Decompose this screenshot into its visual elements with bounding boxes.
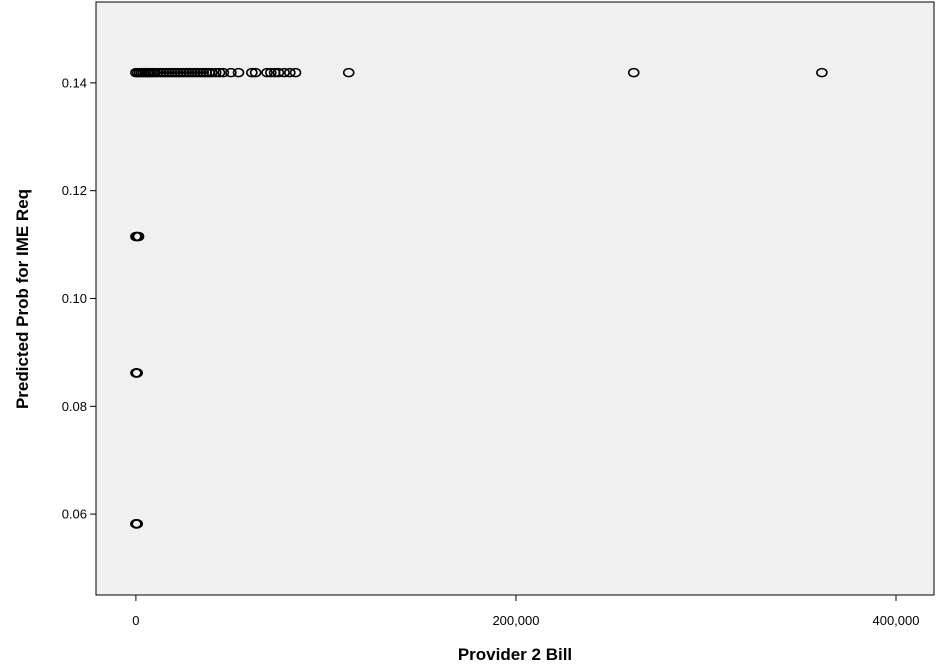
y-axis-ticks: 0.06 0.08 0.10 0.12 0.14 (62, 75, 96, 522)
data-point (265, 67, 277, 78)
plot-area (95, 1, 935, 596)
y-tick-label: 0.08 (62, 399, 87, 414)
data-point (232, 67, 245, 78)
data-point (213, 67, 226, 78)
x-axis-ticks: 0 200,000 400,000 (132, 595, 919, 628)
data-point (132, 231, 145, 242)
x-axis-title: Provider 2 Bill (458, 645, 572, 664)
data-point (816, 67, 828, 78)
data-point (131, 368, 144, 378)
y-tick-label: 0.10 (62, 291, 87, 306)
data-point (209, 67, 222, 78)
data-point (284, 67, 296, 78)
data-point (206, 67, 218, 78)
y-tick-label: 0.06 (62, 507, 87, 522)
data-point (131, 519, 144, 529)
points-layer (130, 67, 828, 529)
data-point (217, 67, 230, 78)
data-point (289, 67, 302, 78)
data-point (272, 67, 285, 78)
y-tick-label: 0.12 (62, 183, 87, 198)
x-tick-label: 400,000 (872, 613, 919, 628)
x-tick-label: 200,000 (492, 613, 539, 628)
y-tick-label: 0.14 (62, 75, 87, 90)
x-tick-label: 0 (132, 613, 139, 628)
data-point (246, 67, 258, 78)
y-axis-title: Predicted Prob for IME Req (13, 189, 32, 409)
data-point (342, 67, 355, 78)
data-point (249, 67, 262, 78)
data-point (225, 67, 237, 78)
data-point (261, 67, 273, 78)
data-point (278, 67, 290, 78)
data-point (627, 67, 640, 78)
